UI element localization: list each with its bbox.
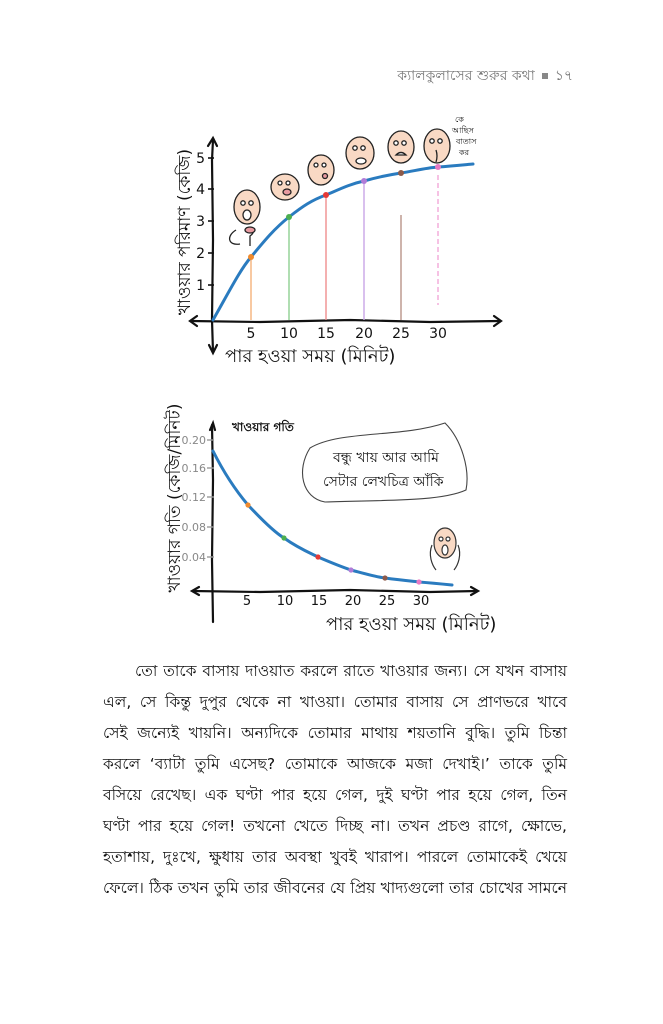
y-tick-labels: 5 4 3 2 1	[196, 151, 205, 294]
body-line: হতাশায়, দুঃখে, ক্ষুধায় তার অবস্থা খুবই…	[103, 848, 567, 866]
body-line: সেই জন্যেই খায়নি। অন্যদিকে তোমার মাথায়…	[103, 724, 567, 742]
speech-bubble	[302, 422, 468, 503]
chapter-title: ক্যালকুলাসের শুরুর কথা	[397, 68, 535, 84]
svg-text:বাতাস: বাতাস	[455, 137, 477, 146]
chart-title: খাওয়ার গতি	[231, 419, 295, 434]
separator-square-icon	[541, 73, 548, 79]
y-ticks	[207, 439, 214, 558]
svg-text:0.16: 0.16	[182, 462, 207, 475]
svg-text:0.08: 0.08	[182, 521, 207, 534]
svg-text:কর: কর	[458, 148, 470, 157]
svg-text:5: 5	[196, 151, 205, 167]
y-tick-labels: 0.20 0.16 0.12 0.08 0.04	[182, 434, 207, 564]
svg-text:15: 15	[311, 594, 328, 609]
x-tick-labels: 5 10 15 20 25 30	[247, 326, 447, 342]
svg-text:আছিস: আছিস	[451, 126, 474, 135]
svg-text:5: 5	[243, 594, 251, 609]
y-ticks	[208, 157, 214, 286]
svg-text:25: 25	[379, 594, 396, 609]
page-number: ১৭	[554, 68, 573, 84]
x-axis-label: পার হওয়া সময় (মিনিট)	[326, 613, 496, 635]
body-line: করলে ‘ব্যাটা তুমি এসেছ? তোমাকে আজকে মজা …	[103, 755, 567, 773]
speech-bubble-text: বন্ধু খায় আর আমি সেটার লেখচিত্র আঁকি	[323, 449, 444, 490]
fan-me-speech: কে আছিস বাতাস কর	[451, 115, 477, 157]
svg-text:2: 2	[196, 246, 205, 262]
svg-text:4: 4	[196, 182, 205, 198]
face-stuffed-icon	[387, 130, 415, 164]
y-axis-label: খাওয়ার গতি (কেজি/মিনিট)	[164, 404, 185, 593]
svg-text:সেটার লেখচিত্র আঁকি: সেটার লেখচিত্র আঁকি	[323, 473, 444, 490]
body-line: ঘণ্টা পার হয়ে গেল! তখনো খেতে দিচ্ছ না। …	[103, 817, 567, 835]
axes	[188, 135, 503, 356]
body-line: ফেলে। ঠিক তখন তুমি তার জীবনের যে প্রিয় …	[103, 879, 567, 897]
face-illustrations	[229, 128, 451, 246]
svg-text:20: 20	[345, 594, 362, 609]
body-paragraph: তো তাকে বাসায় দাওয়াত করলে রাতে খাওয়ার…	[103, 656, 567, 904]
chart-amount-eaten: খাওয়ার পরিমাণ (কেজি) 5 4 3 2 1	[174, 115, 503, 367]
data-markers	[245, 502, 422, 585]
svg-text:30: 30	[429, 326, 447, 342]
x-tick-labels: 5 10 15 20 25 30	[243, 594, 429, 609]
body-line: বসিয়ে রেখেছ। এক ঘণ্টা পার হয়ে গেল, দুই…	[103, 786, 567, 804]
svg-text:1: 1	[196, 278, 205, 294]
svg-text:কে: কে	[455, 115, 464, 124]
face-shouting-icon	[229, 189, 261, 246]
chart-eating-rate: খাওয়ার গতি (কেজি/মিনিট) খাওয়ার গতি 0.2…	[164, 404, 496, 635]
svg-text:5: 5	[247, 326, 256, 342]
svg-text:30: 30	[413, 594, 430, 609]
y-axis-label: খাওয়ার পরিমাণ (কেজি)	[174, 149, 195, 315]
svg-text:10: 10	[277, 594, 294, 609]
data-markers	[248, 164, 441, 260]
svg-text:বন্ধু খায় আর আমি: বন্ধু খায় আর আমি	[332, 449, 439, 466]
drop-lines	[250, 175, 439, 320]
screaming-face-icon	[429, 527, 461, 571]
x-axis-label: পার হওয়া সময় (মিনিট)	[225, 345, 395, 367]
running-header: ক্যালকুলাসের শুরুর কথা ১৭	[397, 64, 573, 88]
svg-text:15: 15	[317, 326, 335, 342]
svg-text:25: 25	[392, 326, 410, 342]
svg-text:0.20: 0.20	[182, 434, 207, 447]
svg-text:3: 3	[196, 214, 205, 230]
face-worried-icon	[345, 136, 375, 170]
face-exhausted-icon	[423, 128, 451, 164]
svg-text:20: 20	[355, 326, 373, 342]
svg-text:0.12: 0.12	[182, 491, 207, 504]
body-line: তো তাকে বাসায় দাওয়াত করলে রাতে খাওয়ার…	[135, 662, 567, 680]
face-angry-icon	[270, 173, 300, 201]
body-line: এল, সে কিন্তু দুপুর থেকে না খাওয়া। তোমা…	[103, 693, 567, 711]
svg-text:10: 10	[280, 326, 298, 342]
svg-text:0.04: 0.04	[182, 551, 207, 564]
face-chewing-icon	[307, 154, 335, 186]
